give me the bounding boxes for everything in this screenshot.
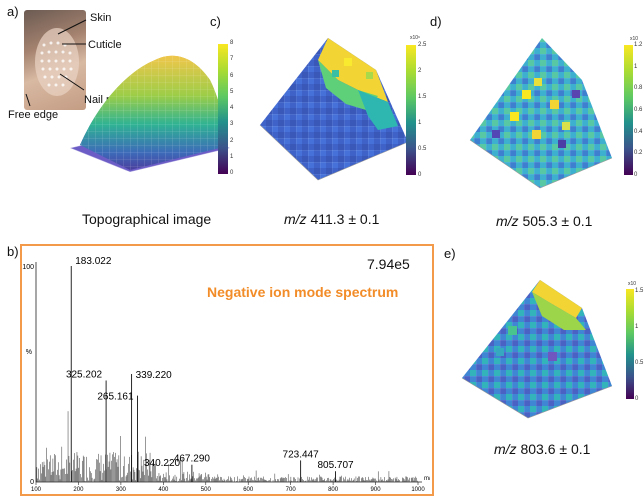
y-tick-label: 0: [30, 479, 34, 486]
colorbar-505: [624, 45, 633, 175]
x-tick-label: 100: [31, 487, 42, 492]
x-tick-label: 1000: [411, 487, 425, 492]
panel-label-d: d): [430, 14, 442, 29]
x-tick-label: 300: [116, 487, 127, 492]
x-tick-label: 600: [243, 487, 254, 492]
colorbar-505-ticks: 1.2 1 0.8 0.6 0.4 0.2 0: [634, 42, 643, 178]
y-tick-label: 100: [22, 264, 34, 271]
peak-label: 723.447: [283, 449, 320, 460]
panel-label-b: b): [7, 244, 19, 259]
colorbar-803: [626, 289, 634, 399]
colorbar-411: [406, 45, 416, 175]
topo-colorbar: [218, 44, 228, 174]
colorbar-505-exponent: x10: [630, 36, 639, 42]
ion-image-505: [469, 38, 613, 189]
x-tick-label: 400: [158, 487, 169, 492]
x-tick-label: 700: [286, 487, 297, 492]
colorbar-803-ticks: 1.5 1 0.5 0: [635, 288, 644, 402]
annotation-cuticle: Cuticle: [88, 39, 122, 51]
annotation-skin: Skin: [90, 12, 112, 24]
x-tick-label: 500: [201, 487, 212, 492]
y-axis-label: %: [26, 349, 32, 356]
colorbar-411-ticks: 2.5 2 1.5 1 0.5 0: [418, 42, 427, 178]
photo-annotation-arrows: [25, 19, 87, 107]
x-tick-label: 900: [371, 487, 382, 492]
caption-topographical: Topographical image: [82, 211, 212, 227]
caption-mz-505: m/z 505.3 ± 0.1: [496, 213, 593, 229]
topographical-surface-plot: [68, 55, 232, 173]
panel-label-a: a): [7, 4, 19, 19]
spectrum-title: Negative ion mode spectrum: [207, 284, 399, 300]
fingernail-photo: [24, 10, 86, 110]
caption-mz-411: m/z 411.3 ± 0.1: [284, 211, 380, 227]
peak-label: 265.161: [97, 392, 134, 403]
panel-label-c: c): [210, 14, 221, 29]
annotation-free-edge: Free edge: [8, 109, 59, 121]
colorbar-803-exponent: x10: [628, 281, 637, 287]
x-tick-label: 800: [328, 487, 339, 492]
peak-label: 467.290: [174, 454, 211, 465]
x-tick-label: 200: [73, 487, 84, 492]
ion-image-803: [461, 280, 613, 419]
peak-label: 340.220: [144, 458, 181, 469]
peak-label: 183.022: [75, 256, 112, 267]
spectrum-intensity: 7.94e5: [367, 256, 410, 272]
peak-label: 339.220: [136, 370, 173, 381]
panel-label-e: e): [444, 246, 456, 261]
mass-spectrum-chart: 1000%1002003004005006007008009001000m/z1…: [22, 256, 430, 492]
peak-label: 325.202: [66, 369, 103, 380]
spectrum-frame: [20, 244, 434, 496]
colorbar-411-exponent: x10⁶: [410, 35, 421, 41]
x-axis-unit: m/z: [424, 476, 430, 482]
ion-image-411: [259, 38, 409, 181]
caption-mz-803: m/z 803.6 ± 0.1: [494, 441, 591, 457]
peak-label: 805.707: [317, 460, 354, 471]
